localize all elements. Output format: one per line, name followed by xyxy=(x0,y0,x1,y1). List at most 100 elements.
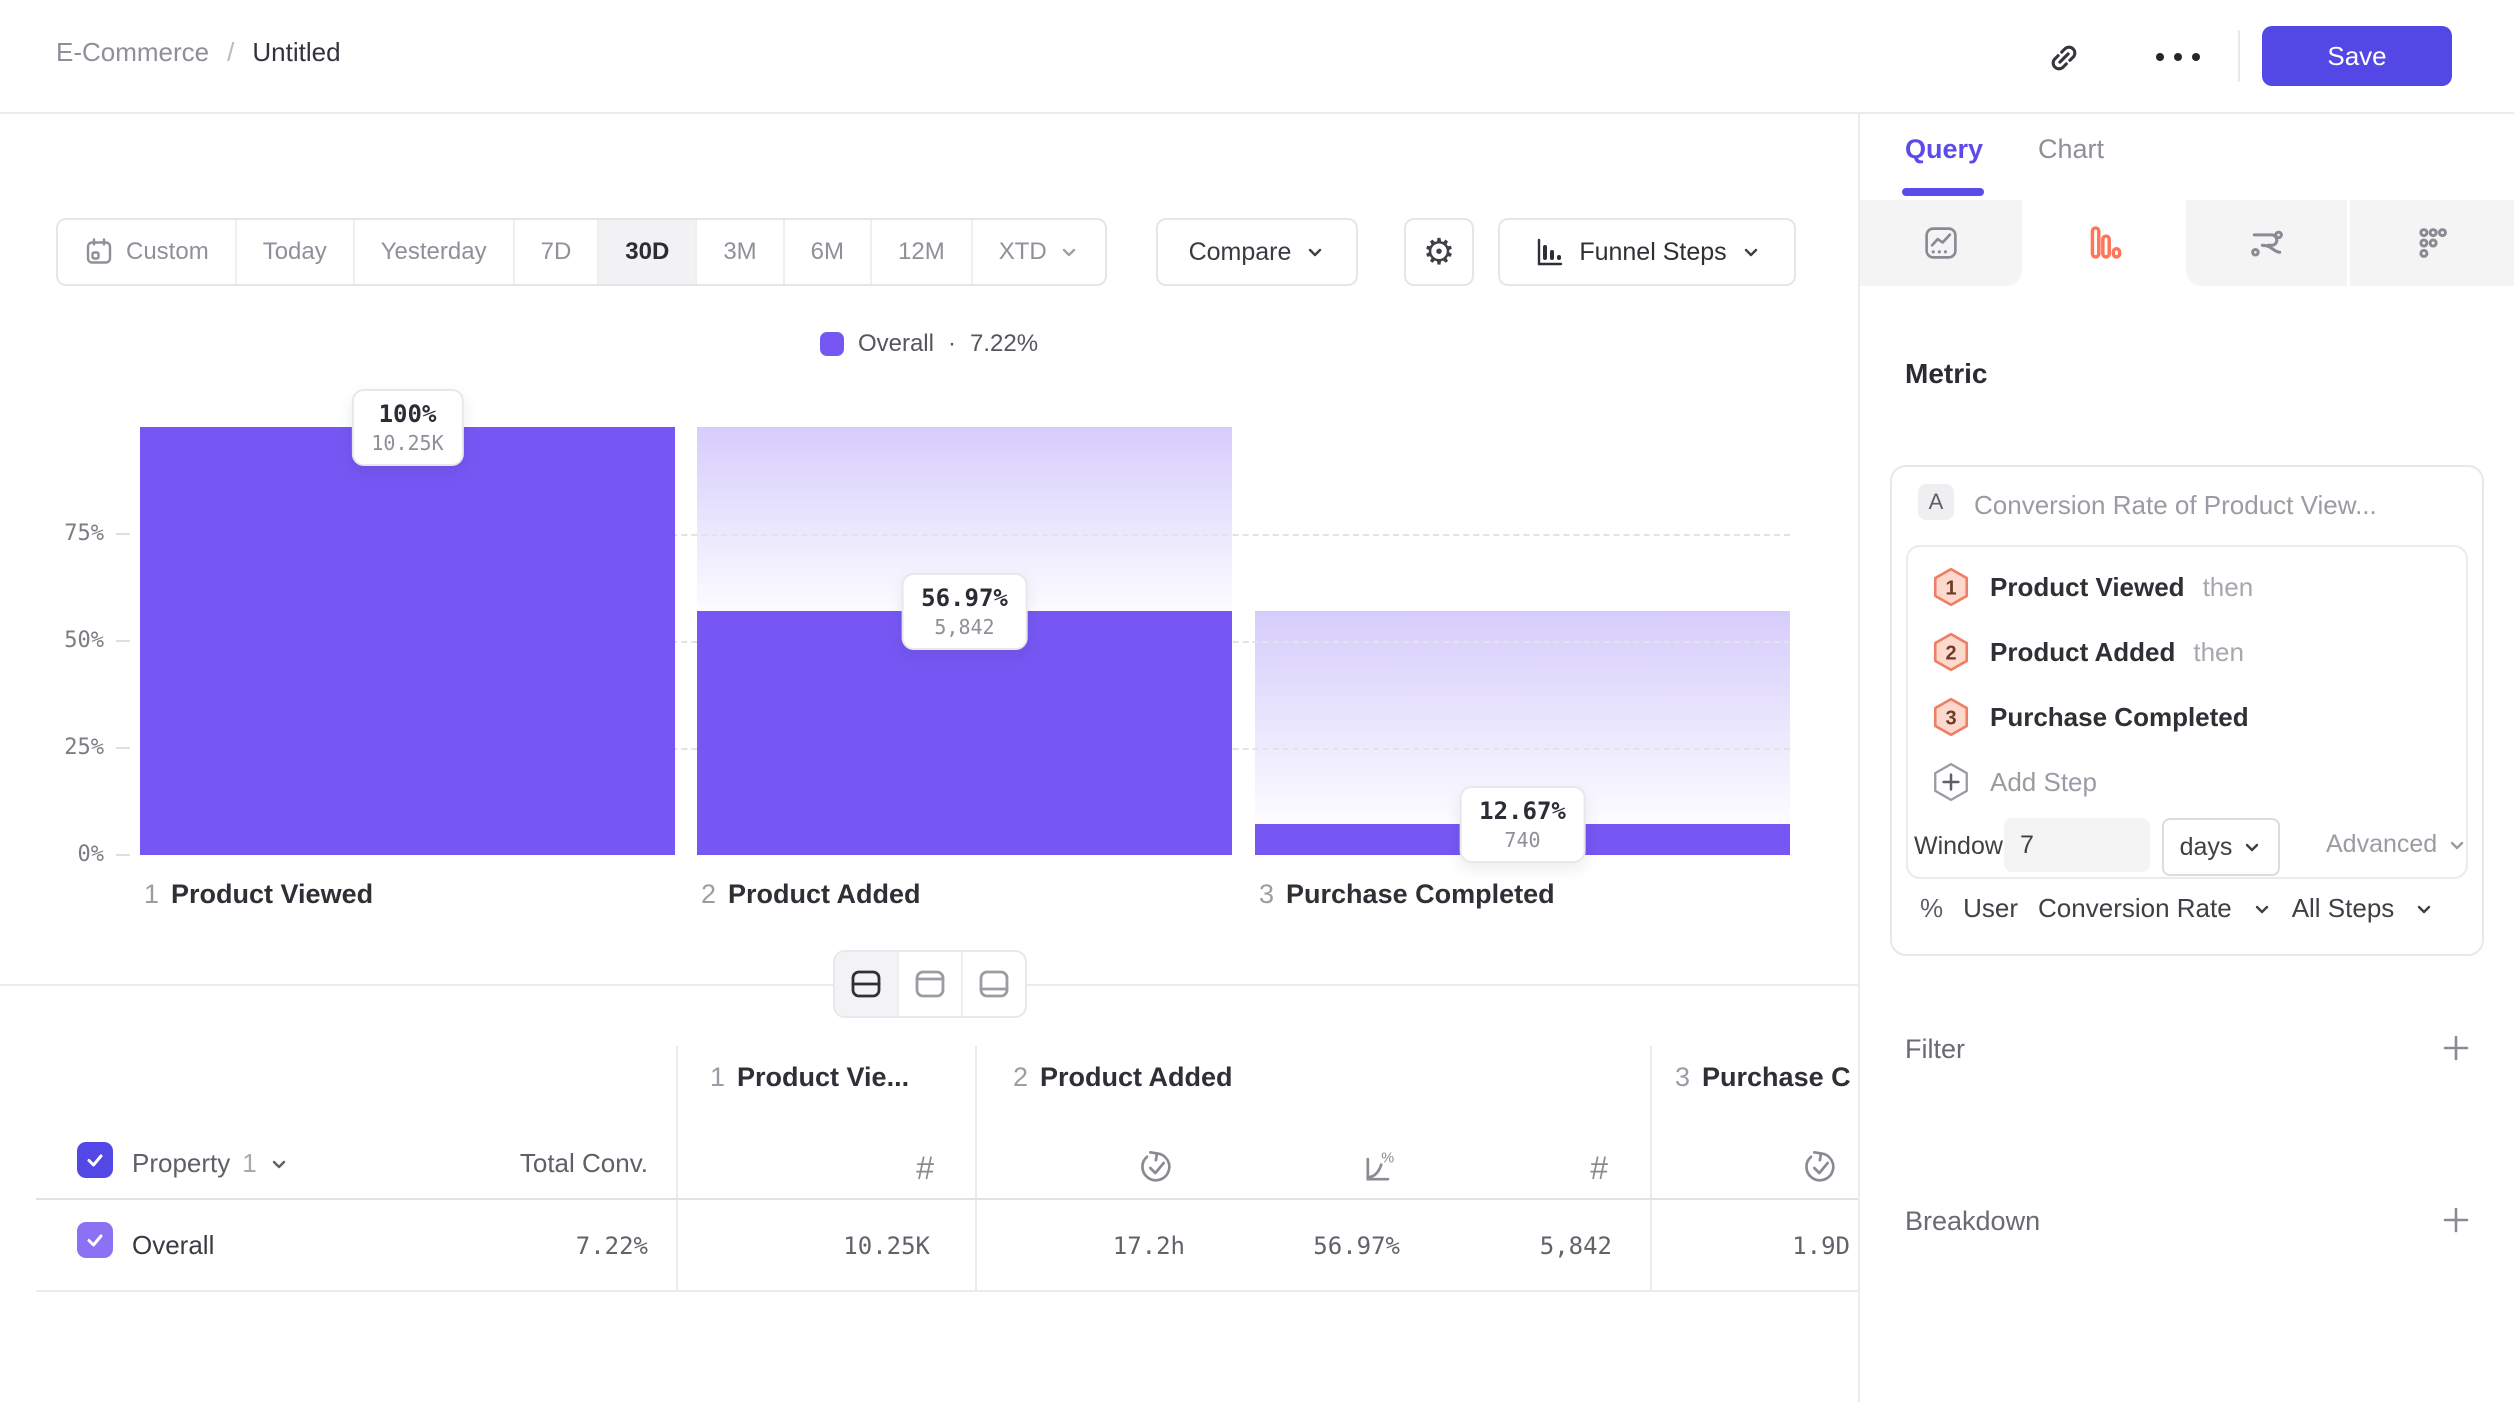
measure-metric-dropdown[interactable]: Conversion Rate xyxy=(2038,893,2232,923)
report-tab-insights[interactable] xyxy=(1860,200,2022,286)
table-column-divider xyxy=(975,1046,977,1292)
breadcrumb-separator: / xyxy=(227,37,235,67)
chart-settings-button[interactable]: ⚙ xyxy=(1404,218,1474,286)
add-breakdown-button[interactable] xyxy=(2438,1202,2474,1238)
total-conv-header[interactable]: Total Conv. xyxy=(519,1148,648,1178)
funnel-bar-step-1[interactable]: 100% 10.25K 1 Product Viewed xyxy=(140,389,675,909)
funnel-bar-step-3[interactable]: 12.67% 740 3 Purchase Completed xyxy=(1255,427,1790,909)
table-only-view-toggle[interactable] xyxy=(963,952,1025,1016)
range-12m[interactable]: 12M xyxy=(872,220,973,284)
chart-only-view-toggle[interactable] xyxy=(899,952,963,1016)
bar-value-label: 56.97% 5,842 xyxy=(901,573,1028,651)
insights-icon xyxy=(1925,227,1957,259)
bar-solid[interactable] xyxy=(697,611,1232,855)
compare-button[interactable]: Compare xyxy=(1156,218,1358,286)
y-axis-tick-25: 25% xyxy=(64,735,104,760)
y-axis-tick-0: 0% xyxy=(77,842,105,867)
chevron-down-icon[interactable] xyxy=(2252,899,2272,919)
range-30d-selected[interactable]: 30D xyxy=(599,220,698,284)
range-custom[interactable]: Custom xyxy=(58,220,237,284)
chart-legend: Overall · 7.22% xyxy=(0,330,1858,358)
metric-title[interactable]: Conversion Rate of Product View... xyxy=(1974,490,2377,520)
check-icon xyxy=(87,1154,103,1167)
cell-step1-count: 10.25K xyxy=(843,1232,930,1260)
date-range-selector: Custom Today Yesterday 7D 30D 3M 6M 12M … xyxy=(56,218,1107,286)
funnel-step-1[interactable]: 1 Product Viewed then xyxy=(1930,566,2253,608)
bar-value-label: 100% 10.25K xyxy=(351,389,464,466)
top-bar: E-Commerce / Untitled Save xyxy=(0,0,2514,114)
select-all-checkbox[interactable] xyxy=(77,1142,113,1178)
x-axis-label-step-3: 3 Purchase Completed xyxy=(1259,879,1555,909)
table-row-label[interactable]: Overall xyxy=(132,1230,215,1260)
range-custom-label: Custom xyxy=(126,238,209,265)
chevron-down-icon xyxy=(1741,242,1761,262)
table-col-step-1[interactable]: 1 Product Vie... xyxy=(710,1062,910,1092)
svg-text:3: 3 xyxy=(1945,707,1956,729)
table-column-divider xyxy=(676,1046,678,1292)
y-tick-mark xyxy=(116,533,130,535)
percent-symbol: % xyxy=(1920,893,1944,923)
add-step-button[interactable]: Add Step xyxy=(1930,761,2097,803)
window-unit-dropdown[interactable]: days xyxy=(2162,818,2280,876)
step-2-badge: 2 xyxy=(1933,632,1969,672)
conversion-rate-icon[interactable]: % xyxy=(1354,1146,1398,1190)
funnel-step-3[interactable]: 3 Purchase Completed xyxy=(1930,696,2267,738)
range-7d[interactable]: 7D xyxy=(515,220,600,284)
range-yesterday[interactable]: Yesterday xyxy=(355,220,515,284)
layout-toggle-group xyxy=(833,950,1027,1018)
measure-scope-dropdown[interactable]: All Steps xyxy=(2291,893,2395,923)
report-title[interactable]: Untitled xyxy=(252,37,341,67)
range-3m[interactable]: 3M xyxy=(697,220,785,284)
split-view-toggle[interactable] xyxy=(835,952,899,1016)
row-checkbox[interactable] xyxy=(77,1222,113,1258)
time-to-convert-icon[interactable] xyxy=(1132,1146,1176,1190)
active-tab-indicator xyxy=(1902,188,1984,196)
gridline-75 xyxy=(140,534,1790,536)
save-button[interactable]: Save xyxy=(2262,26,2452,86)
table-col-step-2[interactable]: 2 Product Added xyxy=(1013,1062,1233,1092)
tab-chart[interactable]: Chart xyxy=(2038,134,2105,164)
breadcrumb: E-Commerce / Untitled xyxy=(56,37,341,68)
table-col-step-3[interactable]: 3 Purchase C xyxy=(1675,1062,1851,1092)
window-value-input[interactable] xyxy=(2004,818,2150,872)
funnel-step-2[interactable]: 2 Product Added then xyxy=(1930,631,2244,673)
range-6m[interactable]: 6M xyxy=(785,220,872,284)
more-options-icon[interactable] xyxy=(2146,50,2210,64)
gear-icon: ⚙ xyxy=(1422,231,1456,272)
y-tick-mark xyxy=(116,640,130,642)
topbar-divider xyxy=(2238,30,2240,82)
breadcrumb-project[interactable]: E-Commerce xyxy=(56,37,210,67)
range-today[interactable]: Today xyxy=(237,220,355,284)
x-axis-label-step-2: 2 Product Added xyxy=(701,879,921,909)
add-filter-button[interactable] xyxy=(2438,1030,2474,1066)
count-metric-icon[interactable]: # xyxy=(916,1149,934,1186)
funnel-plot: 100% 10.25K 1 Product Viewed 56.97% 5,84… xyxy=(140,389,1790,909)
chevron-down-icon xyxy=(1305,242,1325,262)
chevron-down-icon[interactable] xyxy=(2414,899,2434,919)
copy-link-icon[interactable] xyxy=(2044,38,2088,78)
table-row-border xyxy=(36,1290,1858,1292)
chevron-down-icon xyxy=(2447,835,2467,855)
save-button-label: Save xyxy=(2327,40,2387,71)
time-to-convert-icon[interactable] xyxy=(1796,1146,1840,1190)
table-header-border xyxy=(36,1198,1858,1200)
chart-type-button[interactable]: Funnel Steps xyxy=(1498,218,1796,286)
range-xtd[interactable]: XTD xyxy=(973,220,1105,284)
report-tab-flows[interactable] xyxy=(2350,200,2514,286)
tab-query[interactable]: Query xyxy=(1905,134,1984,164)
y-axis-tick-75: 75% xyxy=(64,521,104,546)
breakdown-section-label: Breakdown xyxy=(1905,1206,2041,1236)
y-axis-tick-50: 50% xyxy=(64,628,104,653)
add-step-hexagon-icon xyxy=(1934,762,1968,802)
property-dropdown[interactable]: Property 1 xyxy=(132,1148,289,1179)
svg-text:1: 1 xyxy=(1945,577,1956,599)
x-axis-label-step-1: 1 Product Viewed xyxy=(144,879,374,909)
funnel-bar-step-2[interactable]: 56.97% 5,842 2 Product Added xyxy=(697,427,1232,909)
count-metric-icon[interactable]: # xyxy=(1590,1149,1608,1186)
report-tab-funnels-selected[interactable] xyxy=(2022,200,2186,286)
bar-solid[interactable] xyxy=(140,427,675,855)
advanced-dropdown[interactable]: Advanced xyxy=(2326,830,2467,859)
panel-divider xyxy=(1858,113,1860,1402)
cell-step2-time: 17.2h xyxy=(1112,1232,1185,1260)
report-tab-retention[interactable] xyxy=(2186,200,2348,286)
